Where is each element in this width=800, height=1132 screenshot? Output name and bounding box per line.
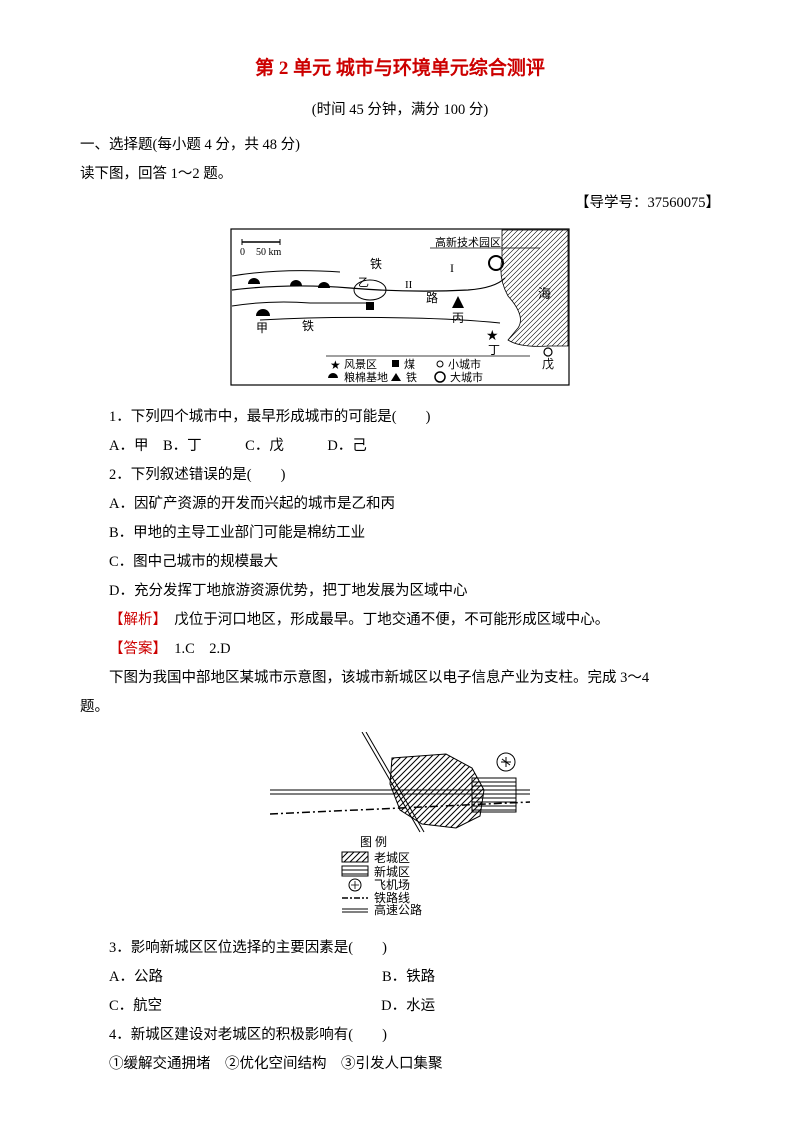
q1-options: A．甲 B．丁 C．戊 D．己 [80, 432, 720, 461]
svg-text:★: ★ [486, 329, 499, 344]
intro-q1-2: 读下图，回答 1～2 题。 [80, 160, 720, 189]
q2-stem: 2．下列叙述错误的是( ) [80, 461, 720, 490]
q2-opt-a: A．因矿产资源的开发而兴起的城市是乙和丙 [80, 490, 720, 519]
svg-text:煤: 煤 [404, 358, 415, 371]
q2-opt-c: C．图中己城市的规模最大 [80, 548, 720, 577]
exam-subtitle: (时间 45 分钟，满分 100 分) [80, 96, 720, 125]
fig1-yi: 乙 [358, 276, 369, 289]
fig1-rail-bot: 铁 [302, 319, 314, 333]
fig1-scale: 50 km [256, 247, 282, 258]
fig1-ding: 丁 [488, 343, 500, 357]
q2-opt-b: B．甲地的主导工业部门可能是棉纺工业 [80, 519, 720, 548]
figure-1: 0 50 km 高新技术园区 海 铁 I 乙 II 路 [230, 228, 570, 386]
svg-text:粮棉基地: 粮棉基地 [344, 370, 388, 384]
fig1-top-label: 高新技术园区 [435, 235, 501, 249]
q3-opt-b: B．铁路 [353, 963, 435, 992]
q4-options: ①缓解交通拥堵 ②优化空间结构 ③引发人口集聚 [80, 1050, 720, 1079]
exam-title: 第 2 单元 城市与环境单元综合测评 [80, 50, 720, 88]
q3-stem: 3．影响新城区区位选择的主要因素是( ) [80, 934, 720, 963]
svg-text:高速公路: 高速公路 [374, 902, 422, 917]
fig1-bing: 丙 [452, 311, 464, 325]
intro-q3-4-b: 题。 [80, 693, 720, 722]
answer-text: 1.C 2.D [160, 641, 231, 657]
svg-text:飞机场: 飞机场 [374, 878, 410, 892]
svg-text:铁: 铁 [406, 371, 417, 384]
figure-1-wrap: 0 50 km 高新技术园区 海 铁 I 乙 II 路 [80, 228, 720, 397]
q3-opt-d: D．水运 [352, 992, 435, 1021]
q4-stem: 4．新城区建设对老城区的积极影响有( ) [80, 1021, 720, 1050]
section-heading: 一、选择题(每小题 4 分，共 48 分) [80, 131, 720, 160]
svg-text:风景区: 风景区 [344, 358, 377, 371]
q2-opt-d: D．充分发挥丁地旅游资源优势，把丁地发展为区域中心 [80, 577, 720, 606]
fig1-wu: 戊 [542, 357, 554, 371]
svg-text:★: ★ [330, 358, 341, 372]
answer-label: 【答案】 [109, 641, 160, 657]
q3-opt-c: C．航空 [109, 998, 162, 1014]
fig1-rail-top: 铁 [370, 257, 382, 271]
svg-text:大城市: 大城市 [450, 370, 483, 384]
analysis-label: 【解析】 [109, 612, 160, 628]
svg-text:小城市: 小城市 [448, 357, 481, 371]
fig1-roman2: II [405, 279, 413, 291]
q1-stem: 1．下列四个城市中，最早形成城市的可能是( ) [80, 403, 720, 432]
fig1-jia: 甲 [256, 321, 268, 335]
q3-row1: A．公路 B．铁路 [80, 963, 720, 992]
svg-text:0: 0 [240, 247, 245, 258]
svg-text:老城区: 老城区 [374, 851, 410, 865]
analysis-text: 戊位于河口地区，形成最早。丁地交通不便，不可能形成区域中心。 [160, 612, 610, 628]
fig1-roman1: I [450, 261, 454, 275]
fig1-rail-mid: 路 [426, 290, 438, 305]
guide-number: 【导学号：37560075】 [80, 189, 720, 218]
figure-2: 图 例 老城区 新城区 飞机场 铁路线 高速公路 [270, 732, 530, 917]
q3-row2: C．航空 D．水运 [80, 992, 720, 1021]
figure-2-wrap: 图 例 老城区 新城区 飞机场 铁路线 高速公路 [80, 732, 720, 928]
answer-line: 【答案】 1.C 2.D [80, 635, 720, 664]
fig1-sea: 海 [538, 286, 551, 301]
analysis-line: 【解析】 戊位于河口地区，形成最早。丁地交通不便，不可能形成区域中心。 [80, 606, 720, 635]
svg-text:新城区: 新城区 [374, 864, 410, 879]
intro-q3-4-a: 下图为我国中部地区某城市示意图，该城市新城区以电子信息产业为支柱。完成 3～4 [80, 664, 720, 693]
q3-opt-a: A．公路 [109, 969, 163, 985]
fig2-legend-title: 图 例 [360, 835, 387, 849]
